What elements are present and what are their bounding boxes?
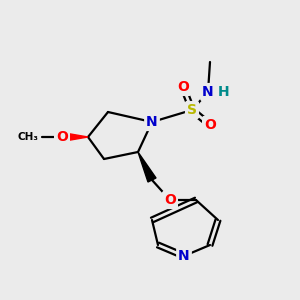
Polygon shape <box>138 152 156 182</box>
Text: S: S <box>187 103 197 117</box>
Text: O: O <box>56 130 68 144</box>
Text: N: N <box>202 85 214 99</box>
Text: N: N <box>146 115 158 129</box>
Text: O: O <box>177 80 189 94</box>
Text: O: O <box>204 118 216 132</box>
Text: H: H <box>218 85 230 99</box>
Text: O: O <box>164 193 176 207</box>
Text: N: N <box>178 249 190 263</box>
Text: CH₃: CH₃ <box>17 132 38 142</box>
Polygon shape <box>62 133 88 142</box>
